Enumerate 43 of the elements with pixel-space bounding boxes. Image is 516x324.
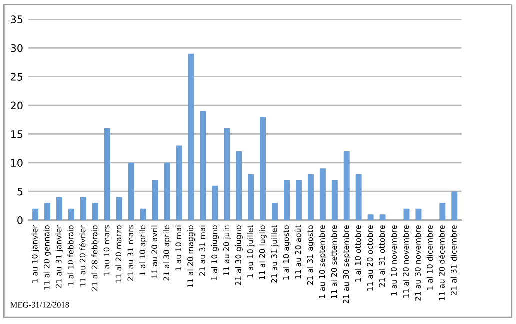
y-tick-label: 35 xyxy=(11,16,23,24)
bar xyxy=(380,214,386,220)
bar xyxy=(416,208,422,220)
bar xyxy=(164,162,170,220)
bar xyxy=(92,203,98,220)
bar xyxy=(128,162,134,220)
bar xyxy=(140,208,146,220)
bar xyxy=(44,203,51,220)
bar xyxy=(320,168,326,220)
bar xyxy=(260,117,266,220)
y-tick-label: 25 xyxy=(11,73,23,81)
bar xyxy=(80,197,86,220)
bar xyxy=(308,174,314,220)
text: MEG-31/12/2018 xyxy=(10,302,70,308)
bar xyxy=(296,180,302,220)
y-tick-label: 5 xyxy=(18,188,23,196)
y-tick-label: 20 xyxy=(11,102,23,110)
bar xyxy=(104,128,110,220)
y-tick-label: 10 xyxy=(11,159,23,168)
bar xyxy=(356,174,362,220)
bar xyxy=(332,180,338,220)
y-tick-label: 0 xyxy=(18,216,23,224)
bar xyxy=(152,180,158,220)
bar xyxy=(284,180,290,220)
bar xyxy=(212,186,218,220)
bar xyxy=(404,208,410,220)
bar xyxy=(368,214,374,220)
bar xyxy=(272,203,278,220)
bar xyxy=(344,151,350,220)
bar xyxy=(176,146,182,220)
bar xyxy=(32,208,39,220)
bar xyxy=(68,208,74,220)
bar xyxy=(188,54,194,220)
bar xyxy=(248,174,254,220)
bar xyxy=(200,111,206,220)
bar xyxy=(224,128,230,220)
y-tick-label: 30 xyxy=(11,44,23,52)
bar xyxy=(440,203,446,220)
bar xyxy=(452,192,458,220)
bar xyxy=(236,151,242,220)
bar xyxy=(56,197,63,220)
bar xyxy=(116,197,122,220)
y-tick-label: 15 xyxy=(11,130,23,138)
